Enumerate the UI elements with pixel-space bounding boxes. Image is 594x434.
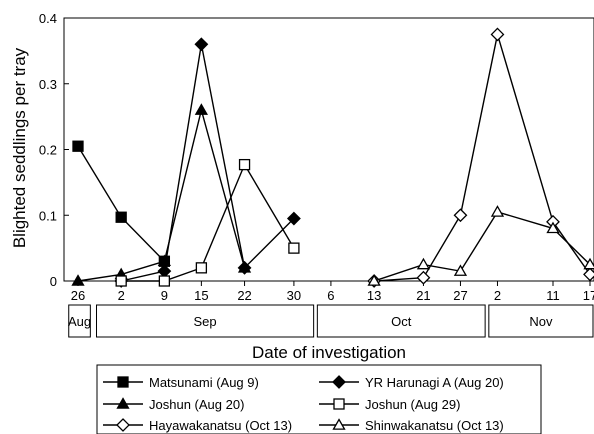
month-band-label: Oct — [391, 314, 412, 329]
x-tick-label: 13 — [367, 288, 381, 303]
x-tick-label: 27 — [453, 288, 467, 303]
data-point — [72, 140, 84, 152]
x-tick-label: 11 — [546, 288, 560, 303]
data-point — [115, 275, 127, 287]
legend-label: Shinwakanatsu (Oct 13) — [365, 418, 504, 433]
y-axis: 0 0.1 0.2 0.3 0.4 — [39, 11, 69, 289]
x-axis: 26 2 9 15 22 30 6 13 21 27 2 11 17 — [71, 281, 594, 303]
legend-label: Hayawakanatsu (Oct 13) — [149, 418, 292, 433]
x-axis-title: Date of investigation — [252, 343, 406, 362]
data-point — [237, 261, 252, 273]
x-tick-label: 2 — [494, 288, 501, 303]
legend-marker — [116, 397, 130, 409]
data-point — [583, 267, 594, 282]
legend-entry: Matsunami (Aug 9) — [103, 375, 259, 390]
x-tick-label: 30 — [287, 288, 301, 303]
month-band — [488, 304, 594, 338]
series-1 — [72, 140, 171, 267]
legend-marker — [332, 375, 346, 389]
x-tick-label: 6 — [327, 288, 334, 303]
data-point — [416, 270, 431, 285]
series-3 — [71, 103, 252, 286]
month-band — [96, 304, 315, 338]
data-point — [115, 211, 127, 223]
legend-marker — [332, 418, 346, 430]
data-point — [158, 275, 171, 287]
month-band — [68, 304, 91, 338]
x-tick-label: 9 — [161, 288, 168, 303]
legend-entry: Shinwakanatsu (Oct 13) — [319, 418, 504, 433]
data-point — [453, 264, 468, 276]
series-4 — [115, 158, 300, 287]
month-band-label: Sep — [194, 314, 217, 329]
data-point — [194, 103, 208, 115]
series-line — [121, 163, 295, 282]
x-tick-label: 15 — [194, 288, 208, 303]
legend: Matsunami (Aug 9) YR Harunagi A (Aug 20) J… — [96, 364, 542, 434]
month-band-label: Aug — [68, 314, 91, 329]
data-point — [583, 257, 594, 270]
legend-label: YR Harunagi A (Aug 20) — [365, 375, 504, 390]
series-2 — [114, 37, 301, 288]
data-point — [490, 205, 505, 217]
legend-marker — [116, 418, 130, 432]
series-line — [77, 145, 165, 262]
data-point — [194, 37, 209, 52]
legend-box — [96, 364, 542, 434]
legend-entry: Joshun (Aug 29) — [319, 397, 460, 412]
y-tick-label: 0.3 — [39, 77, 57, 92]
y-tick-label: 0.2 — [39, 143, 57, 158]
series-line — [121, 44, 295, 282]
data-point — [238, 158, 251, 171]
data-point — [286, 211, 301, 226]
plot-frame — [63, 17, 594, 282]
month-bands: Aug Sep Oct Nov — [68, 304, 594, 338]
legend-entry: Joshun (Aug 20) — [103, 397, 244, 412]
series-line — [374, 34, 591, 282]
data-point — [157, 254, 171, 267]
data-point — [416, 257, 431, 270]
plot-area — [63, 17, 594, 282]
data-point — [157, 264, 172, 279]
data-point — [490, 27, 505, 42]
series-layer — [71, 27, 594, 288]
month-band — [316, 304, 486, 338]
y-tick-label: 0.1 — [39, 208, 57, 223]
legend-label: Joshun (Aug 29) — [365, 397, 460, 412]
data-point — [195, 262, 208, 274]
data-point — [367, 274, 381, 286]
y-axis-title: Blighted seddlings per tray — [10, 47, 29, 248]
legend-label: Matsunami (Aug 9) — [149, 375, 259, 390]
x-tick-label: 21 — [416, 288, 430, 303]
x-tick-label: 17 — [583, 288, 594, 303]
series-line — [373, 211, 591, 282]
data-point — [71, 274, 85, 286]
legend-marker — [117, 376, 129, 388]
data-point — [453, 208, 468, 223]
legend-entry: YR Harunagi A (Aug 20) — [319, 375, 504, 390]
legend-marker — [333, 398, 345, 410]
data-point — [288, 242, 300, 254]
y-tick-label: 0 — [50, 274, 57, 289]
month-band-label: Nov — [529, 314, 553, 329]
y-tick-label: 0.4 — [39, 11, 57, 26]
legend-entry: Hayawakanatsu (Oct 13) — [103, 418, 292, 433]
series-6 — [367, 205, 594, 286]
data-point — [546, 221, 560, 234]
x-tick-label: 22 — [237, 288, 251, 303]
legend-label: Joshun (Aug 20) — [149, 397, 244, 412]
x-tick-label: 26 — [71, 288, 85, 303]
series-5 — [367, 27, 594, 288]
x-tick-label: 2 — [118, 288, 125, 303]
